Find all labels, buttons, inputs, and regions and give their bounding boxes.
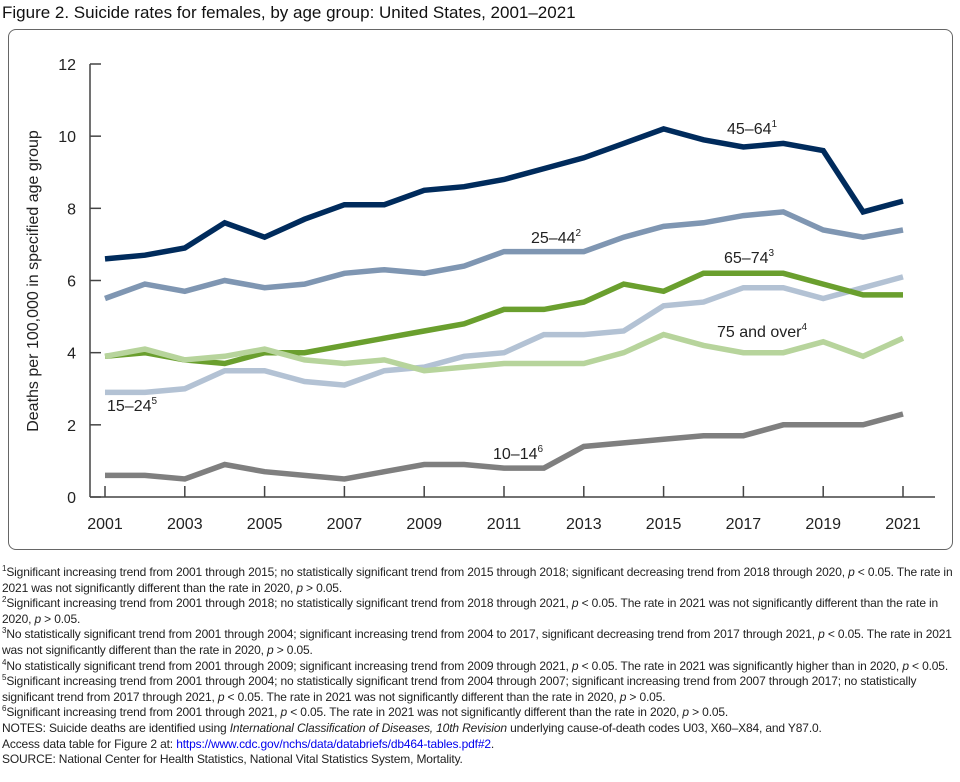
x-tick-label: 2009	[406, 516, 442, 533]
footnote-2: 2Significant increasing trend from 2001 …	[2, 595, 939, 626]
footnotes: 1Significant increasing trend from 2001 …	[2, 565, 958, 768]
label-45-64: 45–641	[727, 119, 778, 139]
series-name: 15–24	[107, 398, 152, 415]
x-tick-label: 2003	[167, 516, 203, 533]
y-tick-label: 8	[67, 201, 76, 218]
footnote-5: 5Significant increasing trend from 2001 …	[2, 673, 917, 704]
footnote-4: 4No statistically significant trend from…	[2, 657, 949, 673]
footnote-3: 3No statistically significant trend from…	[2, 626, 952, 657]
access-suffix: .	[490, 736, 495, 751]
access-prefix: Access data table for Figure 2 at:	[2, 736, 177, 751]
y-tick-label: 6	[67, 274, 76, 291]
series-name: 25–44	[531, 230, 576, 247]
series-line-75-and-over	[104, 331, 905, 374]
y-tick-label: 12	[58, 57, 76, 74]
series-name: 75 and over	[717, 324, 802, 341]
footnote-mark: 3	[768, 248, 775, 259]
x-tick-label: 2013	[566, 516, 602, 533]
x-tick-label: 2011	[487, 516, 522, 533]
series-line-15-24	[105, 274, 904, 396]
data-table-link[interactable]: https://www.cdc.gov/nchs/data/databriefs…	[176, 736, 491, 751]
label-15-24: 15–245	[107, 396, 158, 416]
y-axis-label: Deaths per 100,000 in specified age grou…	[25, 130, 42, 432]
series-line-45-64	[104, 126, 904, 262]
footnote-list: 1Significant increasing trend from 2001 …	[2, 565, 958, 721]
series-name: 65–74	[724, 250, 769, 267]
footnote-6: 6Significant increasing trend from 2001 …	[2, 704, 729, 720]
access-text: Access data table for Figure 2 at: https…	[2, 737, 958, 753]
footnote-1: 1Significant increasing trend from 2001 …	[2, 564, 953, 595]
x-tick-label: 2001	[87, 516, 123, 533]
series-line-25-44	[104, 209, 904, 302]
x-tick-label: 2005	[247, 516, 283, 533]
label-75-over: 75 and over4	[717, 322, 808, 342]
footnote-mark: 5	[151, 396, 158, 407]
y-tick-label: 0	[67, 490, 76, 507]
label-25-44: 25–442	[531, 228, 582, 248]
figure-title: Figure 2. Suicide rates for females, by …	[2, 3, 576, 22]
notes-prefix: NOTES: Suicide deaths are identified usi…	[2, 720, 230, 735]
y-tick-label: 10	[58, 129, 76, 146]
series-name: 45–64	[727, 121, 772, 138]
footnote-mark: 6	[537, 444, 544, 455]
footnote-mark: 4	[801, 322, 808, 333]
x-tick-label: 2017	[726, 516, 762, 533]
footnote-mark: 1	[771, 119, 778, 130]
x-tick-label: 2019	[805, 516, 841, 533]
series-line-65-74	[104, 270, 903, 367]
x-tick-label: 2021	[885, 516, 921, 533]
notes-text: NOTES: Suicide deaths are identified usi…	[2, 721, 958, 737]
x-tick-label: 2007	[327, 516, 363, 533]
notes-italic: International Classification of Diseases…	[229, 720, 507, 735]
chart-frame	[8, 29, 953, 550]
series-line-10-14	[105, 411, 904, 482]
y-tick-label: 2	[67, 418, 76, 435]
notes-suffix: underlying cause-of-death codes U03, X60…	[506, 720, 822, 735]
label-10-14: 10–146	[493, 444, 544, 464]
footnote-mark: 2	[575, 228, 582, 239]
label-65-74: 65–743	[724, 248, 775, 268]
x-tick-label: 2015	[646, 516, 682, 533]
series-name: 10–14	[493, 446, 538, 463]
source-text: SOURCE: National Center for Health Stati…	[2, 752, 463, 767]
y-tick-label: 4	[67, 346, 76, 363]
